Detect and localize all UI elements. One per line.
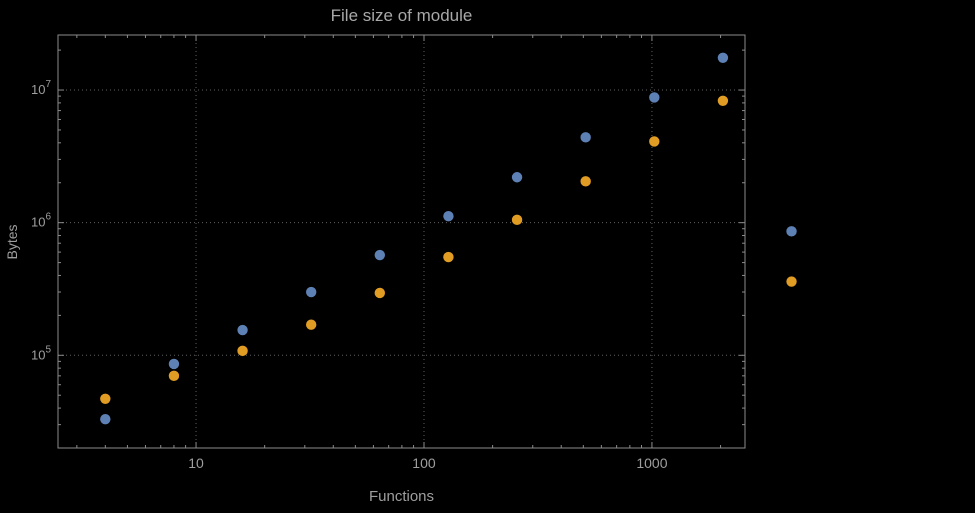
- y-axis-label: Bytes: [4, 224, 20, 260]
- data-point-series-blue: [443, 210, 454, 222]
- y-tick-label: 107: [31, 79, 51, 97]
- y-tick-label: 106: [31, 212, 51, 230]
- data-point-series-orange: [717, 95, 729, 106]
- data-point-series-orange: [443, 251, 454, 263]
- data-point-series-blue: [168, 358, 180, 370]
- data-point-series-orange: [237, 345, 248, 357]
- data-point-series-blue: [511, 172, 523, 183]
- chart-title: File size of module: [330, 6, 473, 25]
- x-tick-label: 10: [188, 455, 204, 471]
- x-axis-label: Functions: [368, 488, 435, 505]
- data-point-series-orange: [168, 370, 180, 382]
- data-point-series-blue: [649, 92, 660, 103]
- data-point-series-blue: [786, 226, 797, 237]
- data-point-series-orange: [580, 176, 591, 187]
- plot-frame: [57, 34, 746, 449]
- data-point-series-orange: [100, 393, 111, 404]
- data-point-series-orange: [649, 136, 660, 147]
- data-point-series-blue: [100, 413, 111, 425]
- data-point-series-blue: [374, 249, 386, 261]
- data-point-series-orange: [786, 276, 797, 287]
- data-point-series-blue: [580, 132, 591, 143]
- data-point-series-blue: [305, 286, 317, 298]
- data-point-series-orange: [374, 287, 386, 299]
- data-point-series-blue: [717, 52, 729, 64]
- y-tick-label: 105: [31, 344, 51, 362]
- x-tick-label: 100: [412, 455, 436, 471]
- data-point-series-orange: [305, 319, 317, 330]
- x-tick-label: 1000: [636, 455, 667, 471]
- data-point-series-blue: [237, 324, 248, 336]
- data-point-series-orange: [511, 214, 523, 226]
